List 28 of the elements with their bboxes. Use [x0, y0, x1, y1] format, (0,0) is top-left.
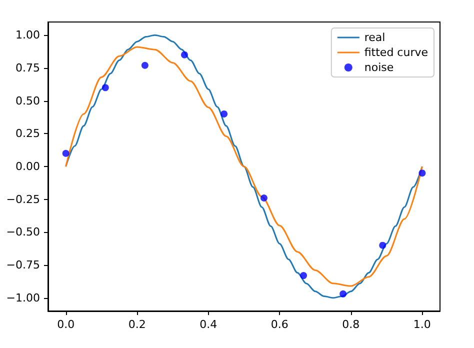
y-tick-label: 0.50 [16, 94, 40, 108]
y-tick-label: 1.00 [16, 28, 40, 42]
x-tick-label: 0.0 [57, 318, 75, 331]
x-tick-label: 0.6 [270, 318, 288, 331]
x-tick-label: 0.8 [342, 318, 360, 331]
y-tick-label: −1.00 [6, 291, 40, 304]
point [379, 242, 386, 249]
y-tick-label: −0.25 [6, 192, 40, 206]
legend-label: real [364, 31, 386, 44]
point [220, 110, 228, 118]
x-tick-label: 1.0 [413, 318, 431, 331]
point [141, 62, 148, 69]
y-tick-label: 0.75 [16, 61, 40, 74]
y-tick-label: −0.75 [6, 258, 40, 272]
x-tick-label: 0.2 [128, 318, 146, 331]
point [102, 84, 109, 92]
point [62, 150, 70, 157]
point [260, 194, 268, 202]
point [340, 290, 347, 298]
point [180, 51, 188, 58]
point [300, 272, 308, 280]
y-tick-label: 0.25 [16, 127, 40, 140]
legend-label: fitted curve [364, 46, 428, 59]
y-tick-label: −0.50 [6, 226, 40, 239]
y-tick-label: 0.00 [16, 160, 40, 173]
legend-label: noise [364, 61, 394, 74]
x-tick-label: 0.4 [200, 318, 218, 331]
point [418, 170, 426, 177]
